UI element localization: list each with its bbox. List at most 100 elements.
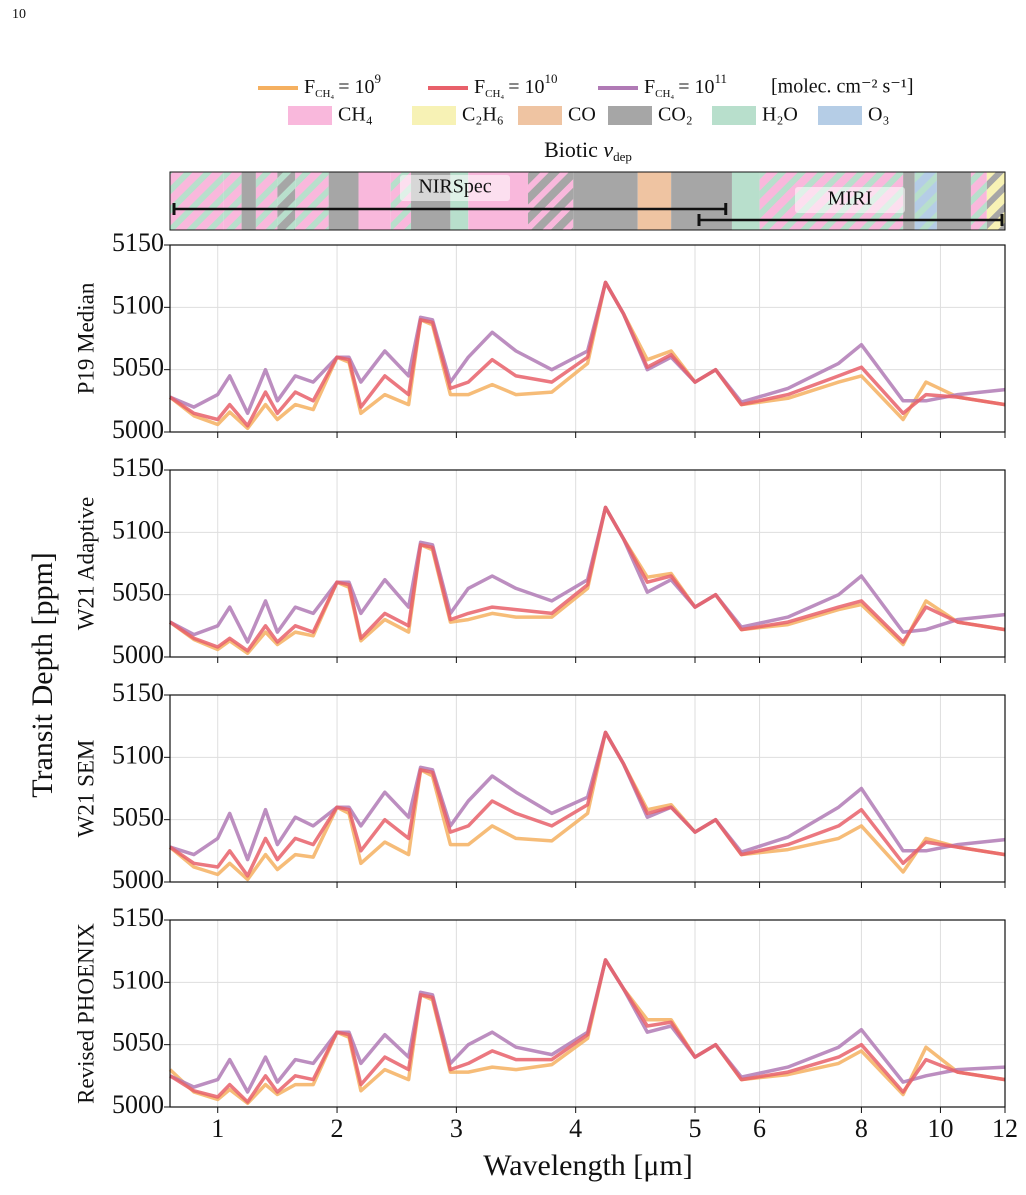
absorption-band xyxy=(295,172,329,230)
legend-label-part: F xyxy=(474,76,485,98)
legend-label-part: CH₄ xyxy=(655,88,674,100)
absorption-band xyxy=(936,172,971,230)
absorption-band xyxy=(277,172,296,230)
y-tick-label: 5150 xyxy=(112,453,164,482)
legend-label: FCH₄ = 109 xyxy=(304,71,381,100)
y-tick-label: 5050 xyxy=(112,578,164,607)
legend-label-part: 10 xyxy=(545,71,558,86)
legend-units: [molec. cm⁻² s⁻¹] xyxy=(771,76,914,98)
y-tick-label: 5150 xyxy=(112,903,164,932)
spectrum-line xyxy=(169,958,1006,1094)
species-swatch xyxy=(712,106,756,125)
y-tick-label: 5000 xyxy=(112,865,164,894)
absorption-band xyxy=(970,172,987,230)
absorption-band xyxy=(328,172,359,230)
x-tick-label: 2 xyxy=(331,1114,344,1143)
spectrum-line xyxy=(169,730,1006,878)
band-frame xyxy=(169,171,1006,231)
y-tick-label: 5050 xyxy=(112,1028,164,1057)
absorption-band xyxy=(573,172,638,230)
y-tick-label: 5100 xyxy=(112,515,164,544)
y-tick-label: 5150 xyxy=(112,228,164,257)
panel-frame xyxy=(169,244,1006,433)
x-tick-label: 6 xyxy=(753,1114,766,1143)
species-label: H₂O xyxy=(762,104,798,126)
absorption-band xyxy=(914,172,937,230)
spectrum-line xyxy=(168,730,1006,882)
absorption-band xyxy=(255,172,278,230)
legend-label: FCH₄ = 1010 xyxy=(474,71,558,100)
instrument-label: MIRI xyxy=(828,188,872,210)
panel-frame xyxy=(169,694,1006,883)
y-tick-label: 5050 xyxy=(112,353,164,382)
spectrum-line xyxy=(168,505,1006,656)
band-title-part: dep xyxy=(613,149,632,164)
y-tick-label: 5000 xyxy=(112,640,164,669)
species-swatch xyxy=(818,106,862,125)
species-label: CO₂ xyxy=(658,104,693,126)
absorption-band xyxy=(223,172,242,230)
spectrum-line xyxy=(169,505,1006,653)
y-tick-label: 5150 xyxy=(112,678,164,707)
instrument-label-bg xyxy=(795,187,905,213)
panel-label: W21 SEM xyxy=(73,740,98,838)
x-tick-label: 5 xyxy=(689,1114,702,1143)
instrument-label: NIRSpec xyxy=(418,176,491,198)
spectrum-line xyxy=(169,958,1006,1104)
species-label: CH₄ xyxy=(338,104,373,126)
legend-label: FCH₄ = 1011 xyxy=(644,71,727,100)
y-tick-label: 5050 xyxy=(112,803,164,832)
legend-label-part: F xyxy=(304,76,315,98)
y-tick-label: 5100 xyxy=(112,740,164,769)
spectrum-line xyxy=(169,280,1006,428)
absorption-band xyxy=(986,172,1005,230)
x-tick-label: 12 xyxy=(992,1114,1018,1143)
band-title-part: v xyxy=(603,137,613,162)
absorption-band xyxy=(241,172,256,230)
legend-label-part: CH₄ xyxy=(485,88,504,100)
species-swatch xyxy=(608,106,652,125)
band-title-part: Biotic xyxy=(544,137,603,162)
legend-label-part: = 10 xyxy=(678,76,714,98)
x-axis-label: Wavelength [μm] xyxy=(483,1149,692,1182)
panel-label: Revised PHOENIX xyxy=(73,923,98,1104)
panel-frame xyxy=(169,469,1006,658)
absorption-band xyxy=(527,172,574,230)
panel-label: W21 Adaptive xyxy=(73,497,98,631)
x-tick-label: 10 xyxy=(927,1114,953,1143)
spectrum-line xyxy=(169,730,1006,862)
legend-label-part: CH₄ xyxy=(315,88,334,100)
y-tick-label: 5100 xyxy=(112,965,164,994)
spectrum-line xyxy=(168,280,1006,431)
absorption-band xyxy=(170,172,224,230)
spectrum-line xyxy=(169,505,1006,644)
instrument-label-bg xyxy=(400,175,510,201)
legend-label-part: 11 xyxy=(715,71,728,86)
band-title: Biotic vdep xyxy=(544,137,632,164)
x-tick-label: 1 xyxy=(211,1114,224,1143)
legend-label-part: 9 xyxy=(375,71,382,86)
x-tick-label: 4 xyxy=(569,1114,582,1143)
species-label: C₂H₆ xyxy=(462,104,504,126)
absorption-band xyxy=(637,172,672,230)
species-label: CO xyxy=(568,104,596,126)
x-tick-label: 8 xyxy=(855,1114,868,1143)
absorption-band xyxy=(731,172,760,230)
y-axis-label: Transit Depth [ppm] xyxy=(26,552,59,798)
species-swatch xyxy=(518,106,562,125)
page-number: 10 xyxy=(12,7,26,22)
panel-frame xyxy=(169,919,1006,1108)
legend-label-part: = 10 xyxy=(508,76,544,98)
y-tick-label: 5000 xyxy=(112,1090,164,1119)
absorption-band xyxy=(358,172,391,230)
y-tick-label: 5100 xyxy=(112,290,164,319)
panel-label: P19 Median xyxy=(73,282,98,394)
x-tick-label: 3 xyxy=(450,1114,463,1143)
species-swatch xyxy=(288,106,332,125)
species-label: O₃ xyxy=(868,104,889,126)
absorption-band xyxy=(903,172,915,230)
species-swatch xyxy=(412,106,456,125)
spectrum-line xyxy=(169,280,1006,416)
legend-label-part: F xyxy=(644,76,655,98)
